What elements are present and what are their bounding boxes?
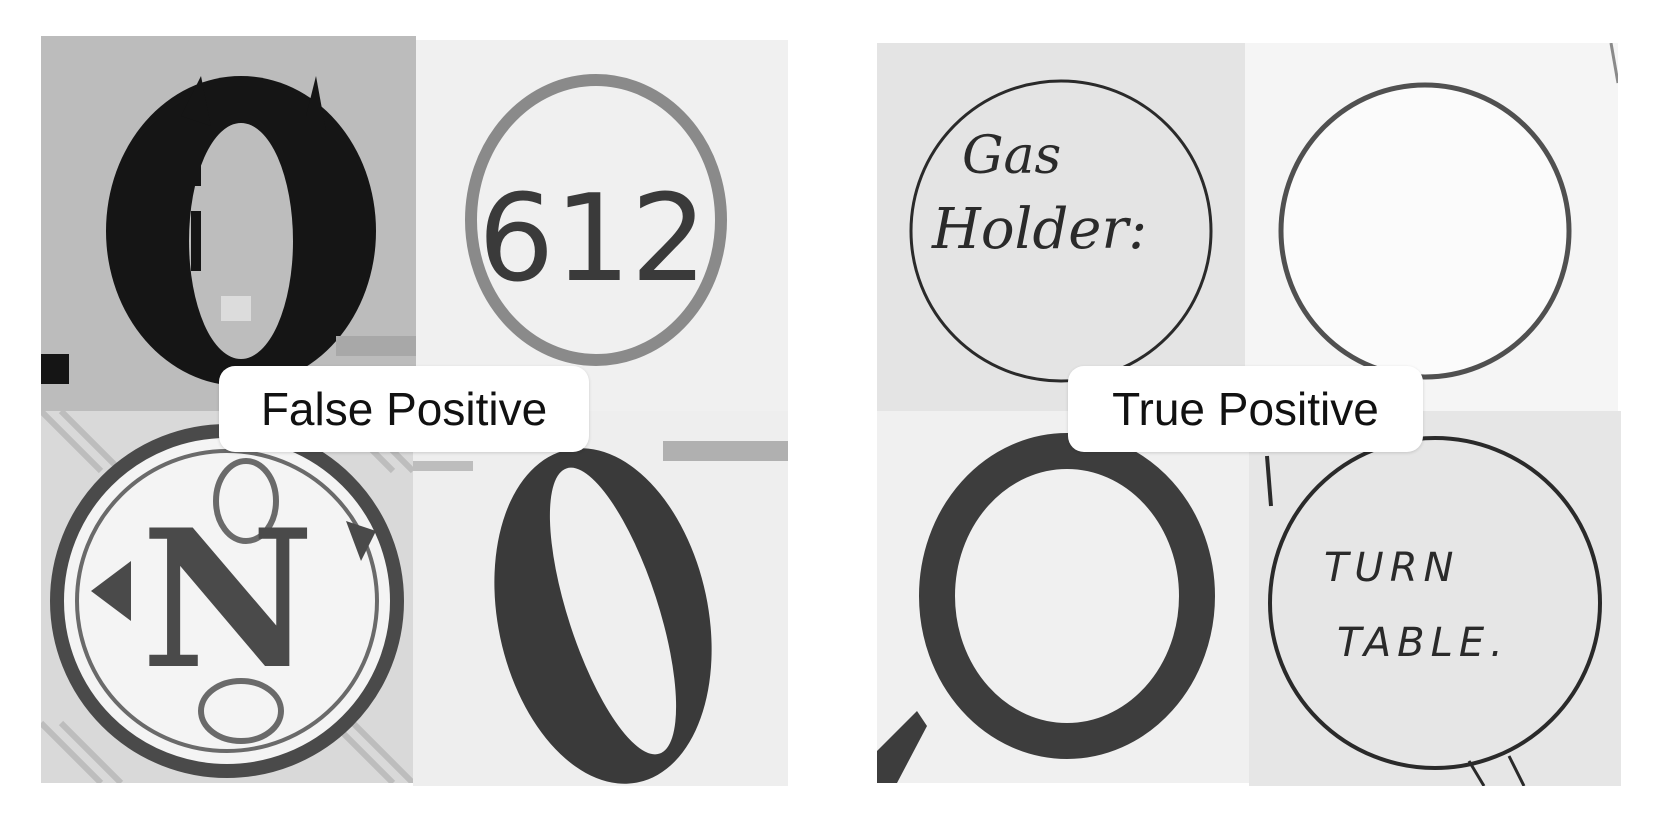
tp-tile-empty-circle	[1245, 43, 1618, 411]
oblique-o-image	[413, 411, 788, 786]
true-positive-label: True Positive	[1068, 366, 1423, 452]
thick-circle-image	[877, 411, 1249, 783]
fp-tile-monogram-seal: N	[41, 411, 413, 783]
blackletter-o-image	[41, 36, 416, 411]
fp-tile-blackletter-o	[41, 36, 416, 411]
fp-tile-circled-number: 612	[416, 40, 788, 412]
monogram-seal-image: N	[41, 411, 413, 783]
gas-holder-line1: Gas	[962, 126, 1061, 186]
tp-tile-turn-table: TURN TABLE.	[1249, 411, 1621, 786]
turn-table-image: TURN TABLE.	[1249, 411, 1621, 786]
turn-table-line1: TURN	[1324, 545, 1459, 591]
fp-tile-oblique-o	[413, 411, 788, 786]
gas-holder-line2: Holder:	[931, 197, 1147, 262]
turn-table-line2: TABLE.	[1337, 620, 1509, 666]
gas-holder-image: Gas Holder:	[877, 43, 1245, 411]
circled-number-image: 612	[416, 40, 788, 412]
monogram-letter: N	[141, 488, 315, 711]
false-positive-label: False Positive	[219, 366, 589, 452]
tp-tile-gas-holder: Gas Holder:	[877, 43, 1245, 411]
tp-tile-thick-circle	[877, 411, 1249, 783]
circled-number-text: 612	[478, 170, 707, 309]
empty-circle-image	[1245, 43, 1618, 411]
